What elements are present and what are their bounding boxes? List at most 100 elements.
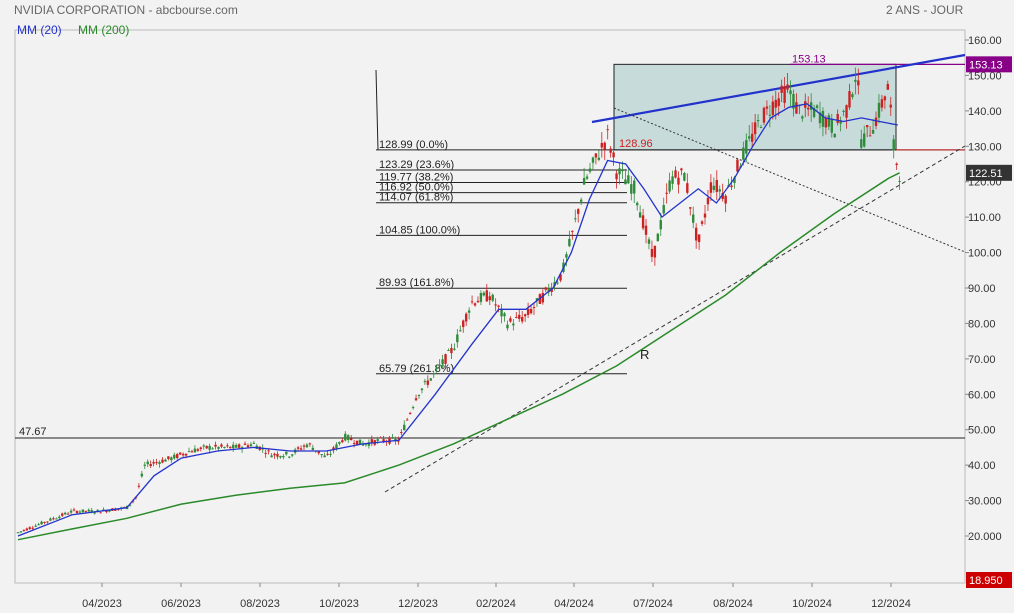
candle-body [140, 473, 144, 477]
candle-body [16, 532, 20, 534]
y-tick-label: 160.00 [968, 35, 1002, 47]
candle-body [31, 527, 34, 529]
candle-body [863, 133, 866, 147]
candle-body [470, 301, 474, 303]
candle-body [606, 129, 609, 131]
candle-body [801, 116, 804, 119]
candle-body [482, 292, 486, 296]
candle-body [264, 452, 267, 454]
candle-body [600, 142, 604, 148]
candle-body [703, 213, 707, 218]
candle-body [435, 367, 438, 370]
candle-body [571, 230, 574, 232]
candle-body [211, 448, 214, 450]
candle-body [526, 308, 530, 315]
candle-body [376, 439, 379, 441]
candle-body [827, 115, 831, 127]
candle-body [644, 225, 648, 235]
candle-body [491, 294, 494, 301]
candle-body [143, 464, 146, 466]
candle-body [320, 454, 323, 456]
candle-body [736, 159, 739, 172]
candle-body [329, 453, 332, 455]
candle-body [541, 292, 545, 303]
candle-body [432, 373, 435, 375]
candle-body [164, 459, 167, 462]
candle-body [46, 521, 49, 523]
candle-body [276, 453, 279, 457]
candle-body [485, 290, 489, 302]
legend-ma20[interactable]: MM (20) [17, 23, 62, 37]
legend-ma200[interactable]: MM (200) [78, 23, 130, 37]
candle-body [347, 435, 350, 441]
candle-body [370, 439, 374, 444]
candle-body [462, 320, 465, 328]
support-line-label: 47.67 [19, 426, 47, 438]
candle-body [833, 133, 836, 138]
candle-body [824, 118, 828, 128]
candle-body [288, 456, 291, 458]
candle-body [105, 510, 108, 513]
candle-body [830, 119, 833, 133]
candle-body [417, 394, 421, 396]
candle-body [456, 334, 459, 343]
candle-body [332, 447, 335, 451]
candle-body [406, 419, 409, 421]
candle-body [317, 450, 320, 454]
ma20-line [17, 103, 898, 537]
candle-body [181, 453, 185, 456]
candle-body [429, 378, 432, 381]
candle-body [450, 347, 453, 354]
candle-body [588, 168, 592, 172]
candle-body [388, 437, 391, 444]
y-tick-label: 70.00 [968, 354, 996, 366]
candle-body [880, 99, 884, 108]
candle-body [845, 105, 848, 118]
candle-body [55, 518, 58, 520]
candle-body [889, 104, 892, 108]
candle-body [69, 510, 73, 513]
candle-body [349, 438, 353, 441]
candle-body [659, 220, 662, 230]
candle-body [742, 147, 745, 160]
low-price-tag-bg [966, 572, 1012, 588]
candle-body [344, 433, 347, 441]
candle-body [267, 450, 270, 452]
candle-body [503, 313, 506, 317]
candle-body [87, 509, 90, 512]
candle-body [232, 444, 235, 449]
candle-body [792, 94, 795, 109]
candle-body [550, 288, 553, 292]
candle-body [671, 176, 674, 184]
candle-body [874, 117, 878, 127]
x-tick-label: 12/2024 [871, 598, 911, 610]
candle-body [700, 221, 704, 224]
x-tick-label: 07/2024 [633, 598, 673, 610]
candle-body [464, 313, 468, 322]
candle-body [892, 139, 895, 151]
candle-body [176, 454, 179, 459]
candle-body [61, 513, 64, 516]
y-tick-label: 130.00 [968, 141, 1002, 153]
candle-body [99, 512, 102, 514]
candle-body [638, 212, 642, 218]
candle-body [535, 298, 539, 301]
candle-body [252, 442, 256, 444]
period-label[interactable]: 2 ANS - JOUR [886, 3, 964, 17]
candle-body [237, 444, 241, 448]
fib-level-label: 114.07 (61.8%) [379, 192, 453, 204]
candle-body [854, 79, 857, 82]
x-tick-label: 04/2023 [82, 598, 122, 610]
candle-body [494, 304, 497, 306]
fib-anchor-line [375, 69, 379, 150]
candle-body [812, 107, 816, 118]
candle-body [759, 126, 763, 128]
candle-body [414, 398, 418, 401]
candle-body [19, 531, 23, 533]
candle-body [173, 454, 176, 459]
candle-body [196, 449, 200, 451]
candle-body [762, 107, 766, 123]
candle-body [467, 310, 471, 313]
candle-body [807, 107, 810, 110]
